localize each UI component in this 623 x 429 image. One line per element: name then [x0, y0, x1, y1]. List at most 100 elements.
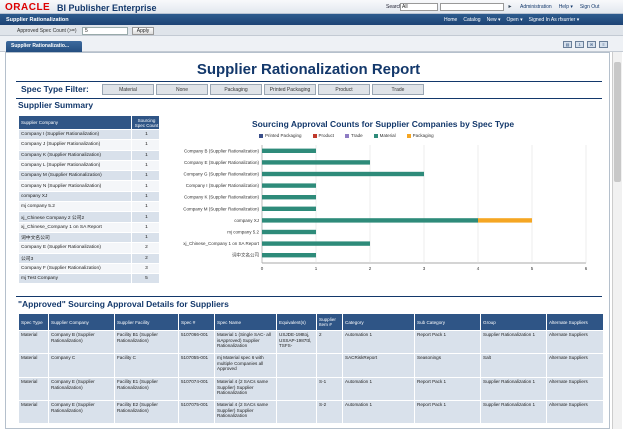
- filter-printed-packaging-button[interactable]: Printed Packaging: [264, 84, 316, 95]
- table-row: Company L (Supplier Rationalization) 1: [18, 159, 160, 172]
- table-cell: Material: [18, 353, 49, 378]
- legend-item: Packaging: [406, 133, 434, 138]
- y-tick-label: Company I (Supplier Rationalization): [186, 183, 260, 188]
- legend-label: Packaging: [412, 133, 434, 138]
- table-row: Company K (Supplier Rationalization) 1: [18, 149, 160, 161]
- table-cell: Company E (Supplier Rationalization): [48, 377, 115, 401]
- filter-trade-button[interactable]: Trade: [372, 84, 424, 95]
- x-tick-label: 5: [531, 266, 534, 271]
- x-tick-label: 2: [369, 266, 372, 271]
- table-row: xj_Chinese_Company 1 on SA Report 1: [18, 221, 160, 233]
- table-cell: Material: [18, 377, 49, 401]
- catalog-link[interactable]: Catalog: [463, 17, 481, 23]
- legend-label: Trade: [351, 133, 363, 138]
- administration-link[interactable]: Administration: [520, 4, 552, 10]
- table-row: Company M (Supplier Rationalization) 1: [18, 170, 160, 182]
- table-row: xj_Chinese Company 2 公司2 1: [18, 211, 160, 223]
- table-cell: Material 4 (2 SACs same Supplier) Suppli…: [214, 400, 277, 424]
- bar: [262, 253, 316, 258]
- supplier-company-cell: xj_Chinese Company 2 公司2: [18, 211, 132, 223]
- nav-bar: Supplier Rationalization Home Catalog Ne…: [0, 14, 623, 25]
- table-cell: [276, 353, 317, 378]
- supplier-company-cell: mj company 5.2: [18, 201, 132, 213]
- filter-none-button[interactable]: None: [156, 84, 208, 95]
- export-icon[interactable]: ⇩: [575, 41, 584, 48]
- x-tick-label: 1: [315, 266, 318, 271]
- supplier-company-cell: 词中文名公司: [18, 231, 132, 244]
- toolbar-icons: ▤ ⇩ ✉ ≡: [563, 41, 608, 48]
- menu-icon[interactable]: ≡: [599, 41, 608, 48]
- table-cell: Report Pack 1: [414, 377, 481, 401]
- vertical-scrollbar[interactable]: [612, 52, 622, 429]
- column-header: Supplier Company: [18, 115, 132, 130]
- signed-in-menu[interactable]: Signed In As rfsurrier ▾: [528, 17, 580, 23]
- supplier-company-cell: Company L (Supplier Rationalization): [18, 159, 132, 172]
- column-header: Alternate Suppliers: [546, 313, 604, 331]
- help-menu[interactable]: Help ▾: [558, 4, 573, 10]
- x-tick-label: 3: [423, 266, 426, 271]
- supplier-company-cell: Company N (Supplier Rationalization): [18, 180, 132, 192]
- table-row: mj Test Company 5: [18, 273, 160, 285]
- spec-count-cell: 1: [131, 221, 160, 233]
- bar: [262, 206, 316, 211]
- table-row: company XJ 1: [18, 190, 160, 203]
- parameter-bar: Approved Spec Count (>=) 5 Apply: [0, 25, 623, 36]
- sourcing-chart: Sourcing Approval Counts for Supplier Co…: [164, 115, 602, 293]
- legend-item: Printed Packaging: [259, 133, 302, 138]
- y-tick-label: xj_Chinese_Company 1 on SA Report: [183, 241, 260, 246]
- supplier-company-cell: Company J (Supplier Rationalization): [18, 139, 132, 151]
- table-cell: [276, 400, 317, 424]
- legend-label: Product: [318, 133, 335, 138]
- table-cell: Supplier Rationalization 1: [480, 377, 547, 401]
- supplier-company-cell: Company M (Supplier Rationalization): [18, 170, 132, 182]
- table-row: Company N (Supplier Rationalization) 1: [18, 180, 160, 192]
- legend-swatch: [406, 133, 411, 138]
- x-tick-label: 0: [261, 266, 264, 271]
- report-name: Supplier Rationalization: [6, 16, 69, 23]
- supplier-company-cell: Company F (Supplier Rationalization): [18, 262, 132, 275]
- nav-links: Home Catalog New ▾ Open ▾ Signed In As r…: [444, 17, 579, 23]
- divider: [16, 98, 602, 99]
- table-cell: mj Material spec 6 with multiple Compani…: [214, 353, 277, 378]
- search-go-icon[interactable]: ▸: [508, 4, 512, 10]
- table-cell: Facility B1 (Supplier Rationalization): [114, 330, 179, 354]
- filter-packaging-button[interactable]: Packaging: [210, 84, 262, 95]
- search-input[interactable]: [440, 3, 504, 11]
- open-menu[interactable]: Open ▾: [506, 17, 523, 23]
- divider: [16, 296, 602, 297]
- table-cell: S-2: [316, 400, 343, 424]
- supplier-company-cell: xj_Chinese_Company 1 on SA Report: [18, 221, 132, 233]
- table-row: Company J (Supplier Rationalization) 1: [18, 139, 160, 151]
- column-header: Sourcing Spec Count: [131, 115, 160, 130]
- home-link[interactable]: Home: [444, 17, 458, 23]
- table-cell: Facility E2 (Supplier Rationalization): [114, 400, 179, 424]
- spec-count-cell: 2: [131, 242, 160, 254]
- table-cell: S-1: [316, 377, 343, 401]
- column-header: Sub Category: [414, 313, 481, 331]
- top-links: Administration Help ▾ Sign Out: [520, 4, 599, 10]
- share-icon[interactable]: ✉: [587, 41, 596, 48]
- legend-item: Product: [312, 133, 335, 138]
- column-header: Supplier Facility: [114, 313, 179, 331]
- chart-legend: Printed Packaging Product Trade Material Pac…: [259, 133, 434, 138]
- approved-spec-count-input[interactable]: 5: [82, 26, 128, 35]
- scrollbar-thumb[interactable]: [614, 62, 621, 182]
- y-tick-label: mj company 5.2: [227, 230, 259, 235]
- spec-count-cell: 1: [131, 170, 160, 182]
- spec-type-filters: Material None Packaging Printed Packagin…: [102, 84, 424, 95]
- legend-item: Trade: [345, 133, 363, 138]
- top-bar: ORACLE BI Publisher Enterprise Search Al…: [0, 0, 623, 14]
- bar: [262, 218, 478, 223]
- search-scope-select[interactable]: All: [400, 3, 438, 11]
- save-icon[interactable]: ▤: [563, 41, 572, 48]
- filter-material-button[interactable]: Material: [102, 84, 154, 95]
- filter-product-button[interactable]: Product: [318, 84, 370, 95]
- table-cell: 5107074-001: [178, 377, 215, 401]
- new-menu[interactable]: New ▾: [486, 17, 501, 23]
- tab-supplier-rationalization[interactable]: Supplier Rationalizatio...: [6, 41, 82, 52]
- sign-out-link[interactable]: Sign Out: [579, 4, 600, 10]
- divider: [16, 81, 602, 82]
- table-row: Material Company E (Supplier Rationalizat…: [18, 377, 604, 401]
- bar: [262, 160, 370, 165]
- apply-button[interactable]: Apply: [132, 26, 154, 35]
